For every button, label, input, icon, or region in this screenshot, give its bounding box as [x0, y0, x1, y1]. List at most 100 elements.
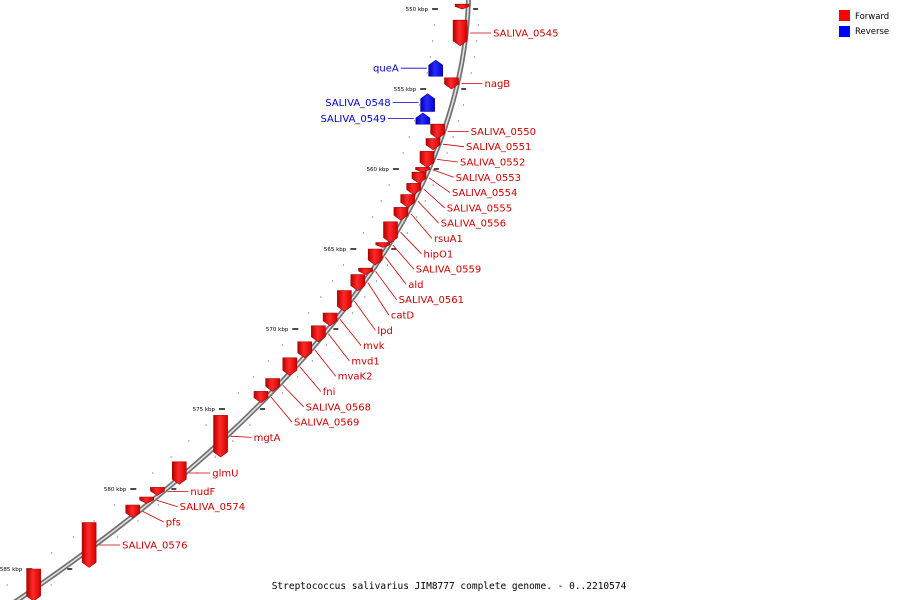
- gene-label[interactable]: SALIVA_0568: [306, 402, 371, 413]
- gene-arrow[interactable]: [420, 93, 435, 112]
- tick-label: 565 kbp: [324, 247, 347, 253]
- leader-line: [375, 271, 397, 300]
- tick-label: 560 kbp: [366, 167, 389, 173]
- gene-label[interactable]: ald: [408, 280, 423, 291]
- gene-arrow[interactable]: [350, 274, 366, 291]
- gene-arrow[interactable]: [383, 221, 398, 243]
- gene-label[interactable]: SALIVA_0555: [447, 203, 512, 214]
- legend-forward-swatch: [839, 10, 850, 21]
- leader-line: [384, 256, 407, 285]
- leader-line: [417, 200, 440, 224]
- gene-label[interactable]: SALIVA_0556: [441, 219, 506, 230]
- gene-arrow[interactable]: [444, 77, 459, 90]
- leader-line: [442, 143, 465, 148]
- leader-line: [436, 159, 459, 163]
- gene-label[interactable]: SALIVA_0552: [460, 158, 525, 169]
- gene-label[interactable]: mgtA: [254, 433, 281, 444]
- gene-arrow[interactable]: [358, 267, 373, 275]
- gene-label[interactable]: SALIVA_0551: [466, 142, 531, 153]
- leader-line: [400, 231, 422, 255]
- gene-label[interactable]: SALIVA_0548: [325, 98, 390, 109]
- leader-line: [156, 499, 178, 508]
- gene-arrow[interactable]: [400, 194, 416, 208]
- gene-label[interactable]: SALIVA_0545: [493, 29, 558, 40]
- gene-arrow[interactable]: [454, 3, 470, 10]
- gene-label[interactable]: SALIVA_0554: [452, 188, 517, 199]
- gene-label[interactable]: glmU: [212, 469, 238, 480]
- gene-arrow[interactable]: [415, 167, 430, 173]
- gene-arrow[interactable]: [411, 171, 427, 184]
- leader-line: [432, 169, 454, 178]
- leader-line: [142, 511, 164, 523]
- leader-line: [270, 396, 293, 423]
- gene-arrow[interactable]: [425, 138, 441, 151]
- leader-line: [428, 177, 451, 193]
- gene-label[interactable]: nudF: [190, 487, 215, 498]
- gene-arrow[interactable]: [81, 522, 97, 568]
- gene-arrow[interactable]: [393, 207, 409, 221]
- gene-arrow[interactable]: [452, 19, 468, 47]
- gene-arrow[interactable]: [406, 183, 422, 195]
- leader-line: [354, 300, 376, 331]
- gene-arrow[interactable]: [415, 112, 431, 125]
- gene-label[interactable]: queA: [373, 64, 399, 75]
- gene-label[interactable]: catD: [391, 311, 415, 322]
- tick-label: 580 kbp: [104, 487, 127, 493]
- gene-arrow[interactable]: [26, 568, 41, 600]
- leader-line: [392, 244, 415, 270]
- gene-arrow[interactable]: [150, 487, 165, 496]
- gene-arrow[interactable]: [265, 378, 280, 392]
- gene-arrow[interactable]: [428, 59, 444, 77]
- gene-arrow[interactable]: [430, 123, 445, 139]
- gene-labels: SALIVA_0545 queA nagB SALIVA_0548 SALIVA_054…: [99, 29, 558, 552]
- gene-label[interactable]: mvd1: [351, 356, 379, 367]
- gene-label[interactable]: pfs: [166, 518, 181, 529]
- gene-label[interactable]: rsuA1: [434, 234, 463, 245]
- gene-arrow[interactable]: [367, 248, 383, 266]
- gene-arrow[interactable]: [253, 391, 269, 403]
- gene-label[interactable]: SALIVA_0550: [471, 127, 536, 138]
- tick-label: 555 kbp: [394, 87, 417, 93]
- gene-label[interactable]: fni: [323, 387, 336, 398]
- leader-line: [367, 282, 390, 316]
- gene-arrow[interactable]: [419, 151, 435, 168]
- gene-arrow[interactable]: [322, 312, 338, 327]
- legend: Forward Reverse: [839, 10, 889, 37]
- gene-label[interactable]: SALIVA_0576: [122, 541, 187, 552]
- gene-label[interactable]: SALIVA_0574: [180, 502, 245, 513]
- leader-line: [423, 188, 445, 209]
- gene-label[interactable]: SALIVA_0553: [456, 173, 521, 184]
- gene-label[interactable]: mvaK2: [338, 372, 373, 383]
- leader-line: [410, 213, 433, 239]
- gene-label[interactable]: mvk: [363, 341, 385, 352]
- leader-line: [314, 349, 337, 377]
- gene-arrow[interactable]: [139, 496, 154, 504]
- legend-forward-label: Forward: [855, 12, 889, 22]
- tick-label: 550 kbp: [406, 7, 429, 13]
- leader-line: [339, 319, 362, 346]
- gene-label[interactable]: hipO1: [424, 249, 454, 260]
- gene-arrow[interactable]: [375, 242, 391, 248]
- gene-label[interactable]: nagB: [484, 79, 510, 90]
- gene-label[interactable]: SALIVA_0561: [399, 295, 464, 306]
- genome-caption: Streptococcus salivarius JIM8777 complet…: [272, 581, 627, 592]
- gene-arrow[interactable]: [311, 325, 326, 343]
- tick-label: 585 kbp: [0, 567, 23, 573]
- gene-features: [26, 3, 470, 600]
- tick-label: 575 kbp: [193, 407, 216, 413]
- legend-reverse-swatch: [839, 26, 850, 37]
- leader-line: [282, 384, 304, 408]
- gene-arrow[interactable]: [282, 357, 298, 376]
- leader-line: [230, 435, 252, 438]
- gene-label[interactable]: SALIVA_0549: [320, 114, 385, 125]
- gene-label[interactable]: lpd: [377, 326, 392, 337]
- gene-arrow[interactable]: [213, 415, 228, 458]
- gene-arrow[interactable]: [297, 341, 313, 359]
- gene-label[interactable]: SALIVA_0559: [416, 265, 481, 276]
- gene-arrow[interactable]: [125, 504, 141, 519]
- gene-arrow[interactable]: [337, 290, 352, 312]
- gene-label[interactable]: SALIVA_0569: [294, 418, 359, 429]
- tick-label: 570 kbp: [266, 327, 289, 333]
- gene-arrow[interactable]: [171, 461, 187, 485]
